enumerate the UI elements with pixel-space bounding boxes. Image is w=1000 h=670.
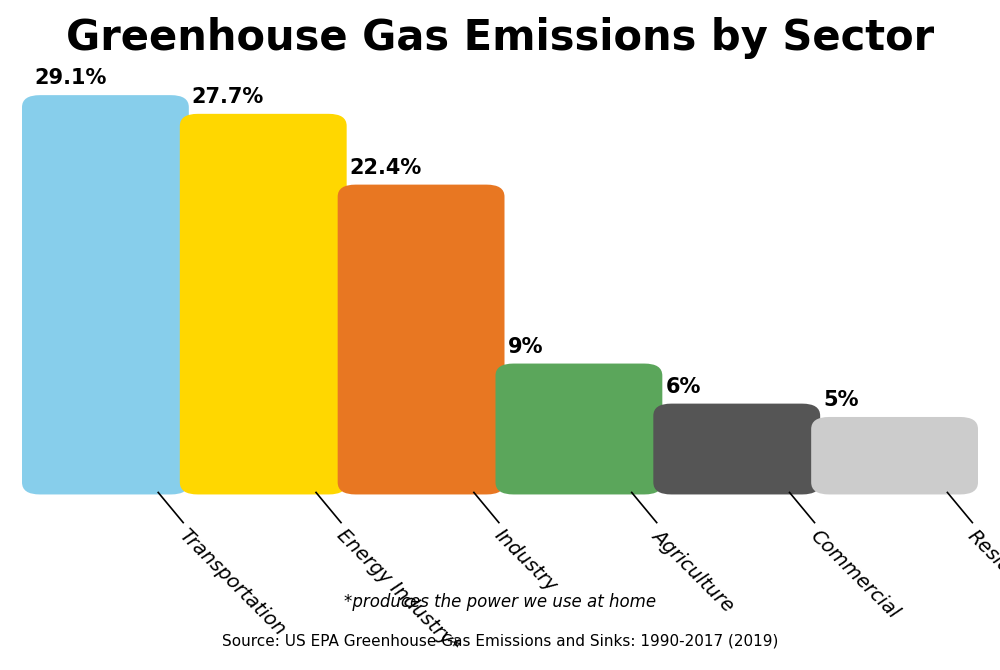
Text: Industry: Industry	[490, 526, 561, 596]
FancyBboxPatch shape	[338, 185, 504, 494]
FancyBboxPatch shape	[180, 114, 347, 494]
FancyBboxPatch shape	[653, 403, 820, 494]
FancyBboxPatch shape	[811, 417, 978, 494]
Text: Energy Industry*: Energy Industry*	[333, 526, 463, 656]
Text: 5%: 5%	[823, 390, 859, 410]
FancyBboxPatch shape	[495, 364, 662, 494]
Text: 9%: 9%	[507, 337, 543, 357]
Text: *produces the power we use at home: *produces the power we use at home	[344, 593, 656, 611]
Text: Transportation: Transportation	[175, 526, 289, 640]
Text: Source: US EPA Greenhouse Gas Emissions and Sinks: 1990-2017 (2019): Source: US EPA Greenhouse Gas Emissions …	[222, 633, 778, 648]
Text: 22.4%: 22.4%	[350, 158, 422, 178]
FancyBboxPatch shape	[22, 95, 189, 494]
Text: Commercial: Commercial	[806, 526, 902, 622]
Text: Greenhouse Gas Emissions by Sector: Greenhouse Gas Emissions by Sector	[66, 17, 934, 59]
Text: 27.7%: 27.7%	[192, 87, 264, 107]
Text: Agriculture: Agriculture	[648, 526, 738, 616]
Text: 6%: 6%	[665, 377, 701, 397]
Text: Residential: Residential	[964, 526, 1000, 616]
Text: 29.1%: 29.1%	[34, 68, 106, 88]
